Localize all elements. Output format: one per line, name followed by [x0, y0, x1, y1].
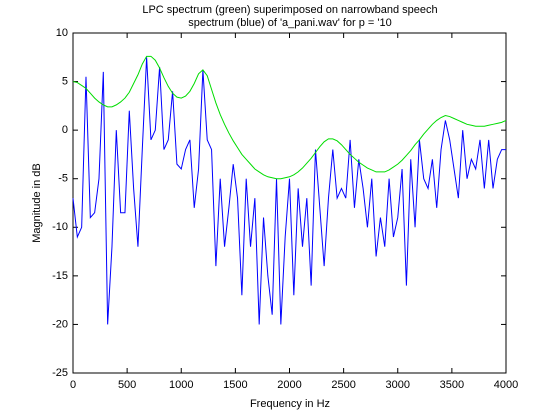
y-tick-label: 0	[62, 124, 68, 136]
x-tick-label: 3000	[386, 379, 410, 391]
chart-title: spectrum (blue) of 'a_pani.wav' for p = …	[188, 17, 392, 29]
plot-box	[72, 32, 507, 374]
x-tick-label: 2000	[277, 379, 301, 391]
x-tick-label: 1000	[169, 379, 193, 391]
y-axis-label: Magnitude in dB	[31, 163, 43, 243]
y-tick-label: -5	[58, 173, 68, 185]
y-tick-label: 10	[56, 27, 68, 39]
x-tick-label: 1500	[223, 379, 247, 391]
y-tick-label: -20	[52, 318, 68, 330]
chart-title: LPC spectrum (green) superimposed on nar…	[142, 4, 437, 16]
x-tick-label: 500	[118, 379, 136, 391]
y-tick-label: -10	[52, 221, 68, 233]
x-tick-label: 4000	[494, 379, 518, 391]
x-tick-label: 2500	[331, 379, 355, 391]
x-tick-label: 3500	[440, 379, 464, 391]
y-tick-label: 5	[62, 75, 68, 87]
x-tick-label: 0	[70, 379, 76, 391]
series-line	[72, 57, 506, 325]
x-axis-label: Frequency in Hz	[250, 398, 330, 410]
y-tick-label: -15	[52, 270, 68, 282]
series-line	[72, 55, 507, 180]
y-tick-label: -25	[52, 367, 68, 379]
